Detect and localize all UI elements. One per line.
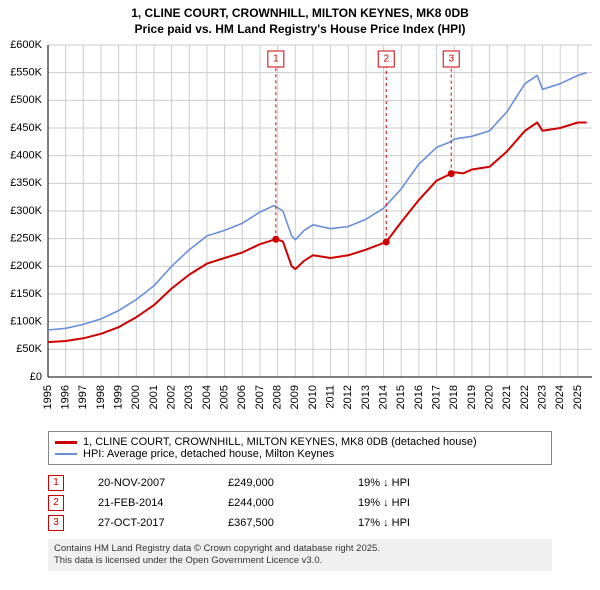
table-row: 2 21-FEB-2014 £244,000 19% ↓ HPI	[48, 493, 552, 513]
svg-text:2020: 2020	[483, 385, 495, 409]
svg-text:2: 2	[383, 54, 389, 65]
svg-text:2024: 2024	[554, 385, 566, 409]
sale-marker-2: 2	[48, 495, 64, 511]
svg-text:2025: 2025	[572, 385, 584, 409]
svg-text:1995: 1995	[42, 385, 54, 409]
table-row: 3 27-OCT-2017 £367,500 17% ↓ HPI	[48, 513, 552, 533]
legend-label-subject: 1, CLINE COURT, CROWNHILL, MILTON KEYNES…	[83, 436, 477, 448]
svg-text:£0: £0	[30, 371, 42, 383]
legend-row-hpi: HPI: Average price, detached house, Milt…	[55, 448, 545, 460]
sale-diff-1: 19% ↓ HPI	[358, 477, 410, 489]
sale-date-1: 20-NOV-2007	[98, 477, 228, 489]
svg-text:£150K: £150K	[10, 288, 42, 300]
sale-price-1: £249,000	[228, 477, 358, 489]
svg-text:2004: 2004	[201, 385, 213, 409]
legend-swatch-hpi	[55, 453, 77, 455]
svg-text:2014: 2014	[377, 385, 389, 409]
svg-text:2017: 2017	[430, 385, 442, 409]
svg-text:2013: 2013	[360, 385, 372, 409]
svg-text:2008: 2008	[272, 385, 284, 409]
svg-text:£300K: £300K	[10, 205, 42, 217]
legend-label-hpi: HPI: Average price, detached house, Milt…	[83, 448, 334, 460]
chart-title: 1, CLINE COURT, CROWNHILL, MILTON KEYNES…	[0, 0, 600, 37]
svg-text:£250K: £250K	[10, 233, 42, 245]
svg-text:£200K: £200K	[10, 260, 42, 272]
legend: 1, CLINE COURT, CROWNHILL, MILTON KEYNES…	[48, 431, 552, 465]
svg-text:2023: 2023	[536, 385, 548, 409]
svg-text:2000: 2000	[130, 385, 142, 409]
sales-table: 1 20-NOV-2007 £249,000 19% ↓ HPI 2 21-FE…	[48, 473, 552, 533]
svg-text:1: 1	[273, 54, 279, 65]
title-line-1: 1, CLINE COURT, CROWNHILL, MILTON KEYNES…	[0, 6, 600, 22]
svg-text:£600K: £600K	[10, 39, 42, 51]
sale-price-2: £244,000	[228, 497, 358, 509]
footer-line-2: This data is licensed under the Open Gov…	[54, 555, 546, 567]
svg-text:2010: 2010	[307, 385, 319, 409]
svg-text:2012: 2012	[342, 385, 354, 409]
sale-diff-2: 19% ↓ HPI	[358, 497, 410, 509]
footer-line-1: Contains HM Land Registry data © Crown c…	[54, 543, 546, 555]
sale-price-3: £367,500	[228, 517, 358, 529]
svg-text:£550K: £550K	[10, 67, 42, 79]
svg-text:2019: 2019	[466, 385, 478, 409]
legend-row-subject: 1, CLINE COURT, CROWNHILL, MILTON KEYNES…	[55, 436, 545, 448]
svg-text:2018: 2018	[448, 385, 460, 409]
svg-text:£400K: £400K	[10, 150, 42, 162]
svg-text:1999: 1999	[113, 385, 125, 409]
svg-text:£350K: £350K	[10, 177, 42, 189]
sale-date-3: 27-OCT-2017	[98, 517, 228, 529]
sale-diff-3: 17% ↓ HPI	[358, 517, 410, 529]
svg-text:£500K: £500K	[10, 94, 42, 106]
legend-swatch-subject	[55, 441, 77, 444]
svg-text:2001: 2001	[148, 385, 160, 409]
svg-text:2003: 2003	[183, 385, 195, 409]
svg-text:1997: 1997	[77, 385, 89, 409]
svg-text:2015: 2015	[395, 385, 407, 409]
svg-text:2021: 2021	[501, 385, 513, 409]
svg-text:2006: 2006	[236, 385, 248, 409]
svg-text:£450K: £450K	[10, 122, 42, 134]
chart-svg: £0 £50K £100K £150K £200K £250K £300K £350K £400…	[0, 37, 600, 427]
svg-text:2009: 2009	[289, 385, 301, 409]
chart-area: £0 £50K £100K £150K £200K £250K £300K £350K £400…	[0, 37, 600, 427]
sale-marker-3: 3	[48, 515, 64, 531]
svg-text:1996: 1996	[60, 385, 72, 409]
svg-text:£100K: £100K	[10, 316, 42, 328]
footer: Contains HM Land Registry data © Crown c…	[48, 539, 552, 571]
svg-text:2022: 2022	[519, 385, 531, 409]
svg-text:£50K: £50K	[16, 343, 42, 355]
svg-text:1998: 1998	[95, 385, 107, 409]
svg-text:2005: 2005	[219, 385, 231, 409]
svg-text:2016: 2016	[413, 385, 425, 409]
svg-text:2011: 2011	[325, 385, 337, 409]
svg-text:2007: 2007	[254, 385, 266, 409]
sale-marker-1: 1	[48, 475, 64, 491]
sale-date-2: 21-FEB-2014	[98, 497, 228, 509]
svg-text:3: 3	[448, 54, 454, 65]
svg-text:2002: 2002	[166, 385, 178, 409]
title-line-2: Price paid vs. HM Land Registry's House …	[0, 22, 600, 38]
table-row: 1 20-NOV-2007 £249,000 19% ↓ HPI	[48, 473, 552, 493]
